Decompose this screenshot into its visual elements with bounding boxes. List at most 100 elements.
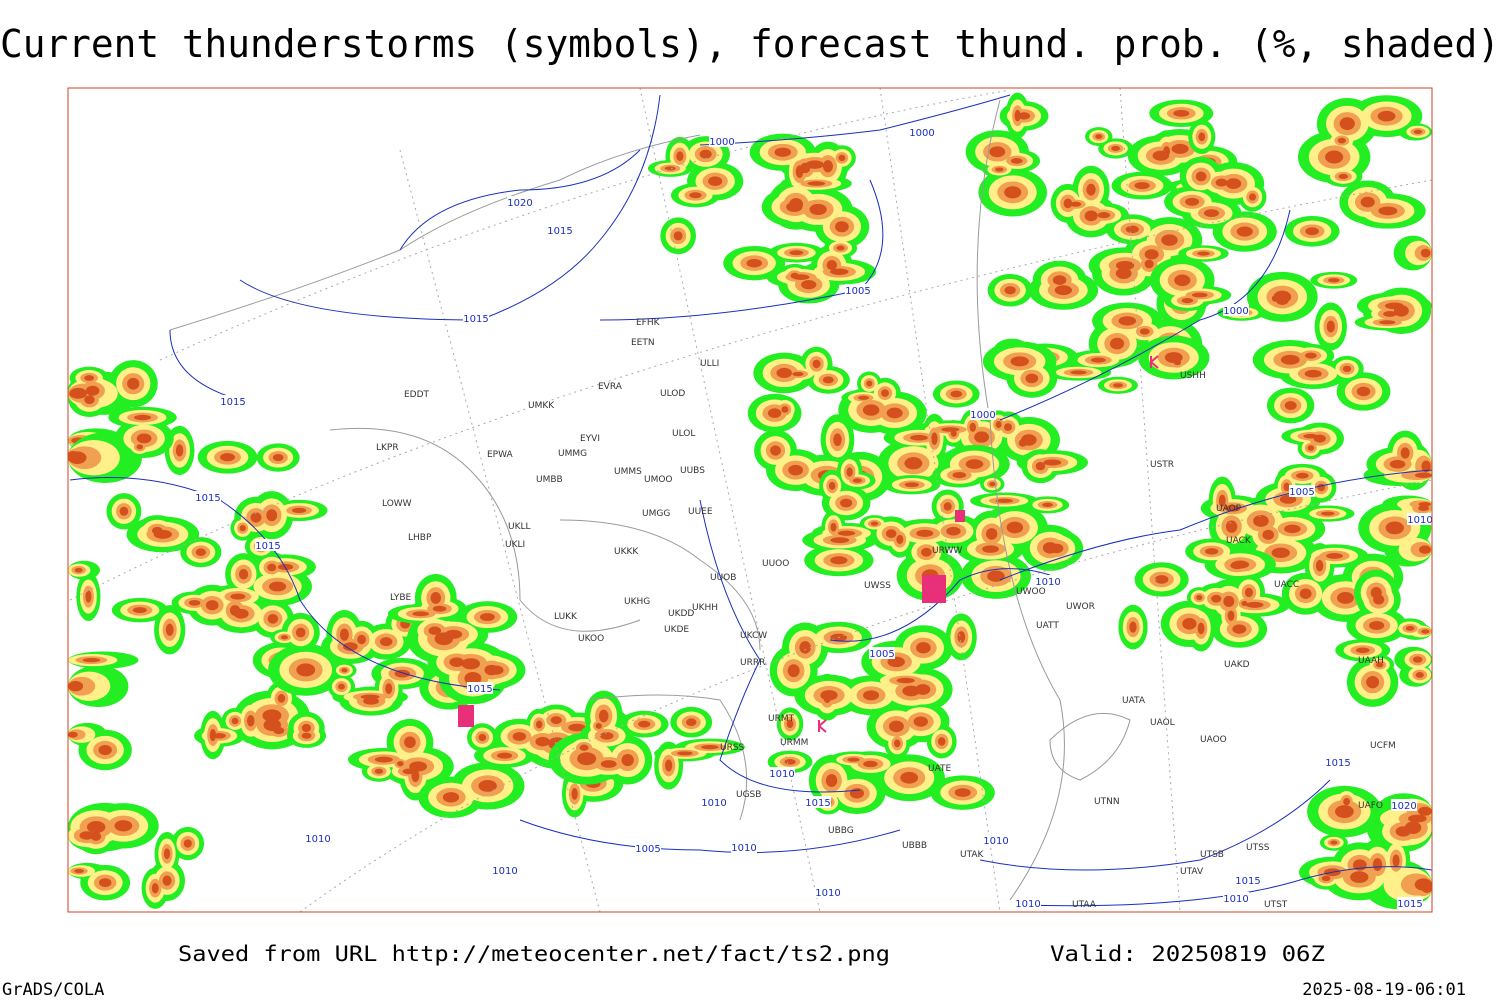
shade-cell <box>1245 601 1264 608</box>
shade-cell <box>69 387 88 399</box>
shade-cell <box>792 274 810 280</box>
shade-cell <box>1313 434 1326 443</box>
shade-cell <box>1279 494 1297 504</box>
station-label: UMOO <box>644 475 673 485</box>
shade-cell <box>686 718 697 727</box>
storm-symbol <box>922 575 946 603</box>
shade-cell <box>965 459 984 469</box>
shade-cell <box>1182 617 1197 630</box>
shade-cell <box>1232 624 1247 634</box>
station-label: UUBS <box>680 466 705 476</box>
shade-cell <box>1342 365 1352 373</box>
shade-cell <box>1164 352 1183 363</box>
shade-cell <box>183 839 192 848</box>
shade-cell <box>1111 145 1120 151</box>
isobar-label-bg <box>731 841 757 853</box>
station-label: LOWW <box>382 499 412 509</box>
station-label: UAOL <box>1150 718 1175 728</box>
station-label: URSS <box>720 743 745 753</box>
shade-cell <box>1395 826 1411 837</box>
station-label: UTAK <box>960 850 985 860</box>
shade-cell <box>830 268 849 276</box>
shade-cell <box>1191 292 1208 298</box>
station-label: URMM <box>780 738 808 748</box>
shade-cell <box>1337 137 1346 144</box>
shade-cell <box>247 715 255 727</box>
shade-cell <box>1084 210 1098 222</box>
isobar-label: 1015 <box>805 798 830 809</box>
shade-cell <box>68 451 87 465</box>
shade-cell <box>1115 267 1132 279</box>
shade-cell <box>1231 560 1250 569</box>
isobar-label: 1010 <box>731 843 756 854</box>
isobar-label: 1015 <box>1397 899 1422 910</box>
shade-cell <box>1095 134 1103 139</box>
station-label: UAKD <box>1224 660 1250 670</box>
shade-cell <box>784 759 796 765</box>
shade-cell <box>1343 797 1351 806</box>
station-label: UKDD <box>668 609 694 619</box>
shade-cell <box>239 525 246 532</box>
shade-cell <box>1280 354 1300 365</box>
title: Current thunderstorms (symbols), forecas… <box>0 22 1500 66</box>
shade-cell <box>809 203 827 216</box>
shade-cell <box>1109 337 1125 350</box>
isobar-label-bg <box>1391 799 1417 811</box>
shade-cell <box>1389 459 1406 469</box>
shade-cell <box>1355 647 1370 654</box>
shade-cell <box>85 385 100 396</box>
shade-cell <box>1271 547 1290 559</box>
shade-cell <box>676 151 684 162</box>
shade-cell <box>1370 586 1382 599</box>
shade-cell <box>577 752 597 766</box>
shade-cell <box>277 694 286 703</box>
station-label: UAOO <box>1200 735 1227 745</box>
station-label: UWOR <box>1066 602 1095 612</box>
shade-cell <box>86 821 106 834</box>
shade-cell <box>1218 494 1226 507</box>
storm-symbol <box>818 355 1159 733</box>
shade-cell <box>847 757 860 762</box>
shade-cell <box>598 709 609 723</box>
shade-cell <box>787 664 800 678</box>
shade-cell <box>357 634 366 645</box>
isobar-label: 1015 <box>1235 876 1260 887</box>
shade-cell <box>295 627 306 638</box>
shade-cell <box>989 481 996 487</box>
station-label: UKLI <box>505 540 525 550</box>
shade-cell <box>1196 594 1203 601</box>
station-label: UTSB <box>1200 850 1224 860</box>
timestamp: 2025-08-19-06:01 <box>1302 980 1466 1000</box>
station-label: UACK <box>1226 536 1252 546</box>
station-label: USTR <box>1150 460 1174 470</box>
shade-cell <box>1405 625 1415 631</box>
shade-cell <box>449 657 465 668</box>
shade-cell <box>266 509 278 522</box>
shade-cell <box>828 481 836 490</box>
isobar-label: 1015 <box>195 493 220 504</box>
shade-cell <box>68 731 78 738</box>
isobar-label: 1005 <box>635 844 660 855</box>
shade-cell <box>1173 109 1190 117</box>
shade-cell <box>1225 178 1242 190</box>
shade-cell <box>1006 521 1024 534</box>
isobar-label-bg <box>1289 485 1315 497</box>
shade-cell <box>151 526 163 535</box>
shade-cell <box>1174 274 1191 287</box>
isobar-label-bg <box>492 864 518 876</box>
station-label: UTSS <box>1246 843 1270 853</box>
valid-time: Valid: 20250819 06Z <box>1050 942 1325 966</box>
shade-cell <box>1317 483 1325 492</box>
shade-cell <box>1393 305 1409 317</box>
shade-cell <box>571 788 578 800</box>
shade-cell <box>795 165 804 178</box>
shade-cell <box>127 377 140 390</box>
isobar-label: 1010 <box>1407 515 1432 526</box>
isobar-label-bg <box>220 395 246 407</box>
shade-cell <box>896 534 904 544</box>
shade-cell <box>820 690 838 701</box>
shade-cell <box>301 732 312 739</box>
shade-cell <box>231 717 239 725</box>
shade-cell <box>374 768 384 774</box>
isobar-label-bg <box>1223 892 1249 904</box>
